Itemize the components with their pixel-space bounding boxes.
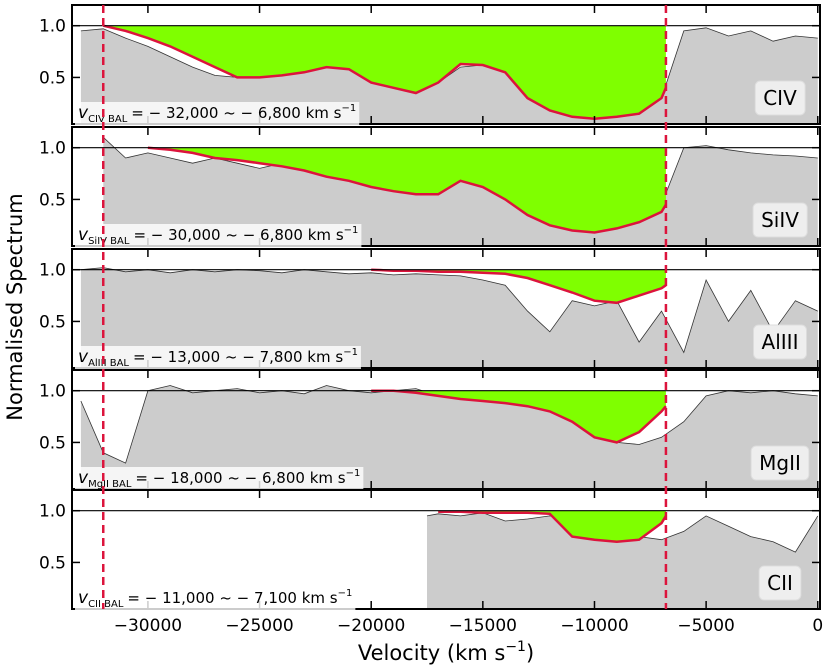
x-tick-label: 0 xyxy=(812,616,823,636)
bal-line xyxy=(147,146,667,234)
annotation-text: = − 18,000 ~ − 6,800 km s xyxy=(135,469,345,487)
panel-frame xyxy=(71,126,821,247)
annotation-subscript: MgII BAL xyxy=(88,479,132,490)
x-axis-label: Velocity (km s−1) xyxy=(358,639,534,665)
y-tick-label: 0.5 xyxy=(39,312,66,332)
ion-label-box xyxy=(758,565,802,601)
panel xyxy=(72,385,820,489)
panel xyxy=(72,510,820,609)
ion-label-box xyxy=(750,445,810,481)
annotation-text: = − 11,000 ~ − 7,100 km s xyxy=(127,589,337,607)
x-tick-label: −20000 xyxy=(337,616,405,636)
annotation-box xyxy=(75,102,360,126)
y-tick-label: 0.5 xyxy=(39,68,66,88)
annotation-text: = − 13,000 ~ − 7,800 km s xyxy=(133,348,343,366)
annotation: vCII BAL = − 11,000 ~ − 7,100 km s−1 xyxy=(78,588,352,610)
x-tick-label: −5000 xyxy=(677,616,735,636)
annotation-symbol: v xyxy=(78,468,89,488)
annotation-subscript: CII BAL xyxy=(88,599,124,610)
ion-label: CIV xyxy=(763,86,797,110)
annotation-text: = − 32,000 ~ − 6,800 km s xyxy=(131,104,341,122)
panel xyxy=(72,267,820,368)
annotation-superscript: −1 xyxy=(338,588,353,599)
annotation-symbol: v xyxy=(78,225,89,245)
y-tick-label: 1.0 xyxy=(39,17,66,37)
y-tick-label: 1.0 xyxy=(39,502,66,522)
x-axis-label-close: ) xyxy=(526,641,534,665)
annotation-symbol: v xyxy=(78,347,89,367)
annotation: vMgII BAL = − 18,000 ~ − 6,800 km s−1 xyxy=(78,468,360,490)
bal-area xyxy=(103,25,666,119)
ion-label-box xyxy=(753,324,807,360)
annotation-subscript: AlIII BAL xyxy=(88,358,129,369)
bal-line xyxy=(371,268,667,305)
panel xyxy=(72,24,820,124)
ion-label: CII xyxy=(767,571,793,595)
x-axis-label-text: Velocity (km s xyxy=(358,641,505,665)
spectrum-area xyxy=(427,512,818,609)
annotation-box xyxy=(75,587,356,611)
bal-area xyxy=(438,510,666,542)
annotation: vCIV BAL = − 32,000 ~ − 6,800 km s−1 xyxy=(78,103,356,125)
y-tick-label: 0.5 xyxy=(39,553,66,573)
spectrum-area xyxy=(80,27,818,124)
annotation: vAlIII BAL = − 13,000 ~ − 7,800 km s−1 xyxy=(78,347,358,369)
x-axis-label-superscript: −1 xyxy=(505,639,526,655)
spectrum-area xyxy=(80,267,818,368)
y-tick-label: 1.0 xyxy=(39,139,66,159)
annotation-text: = − 30,000 ~ − 6,800 km s xyxy=(133,226,343,244)
x-tick-label: −25000 xyxy=(225,616,293,636)
annotation-superscript: −1 xyxy=(346,468,361,479)
annotation-box xyxy=(75,224,362,248)
ion-label: SiIV xyxy=(761,208,799,232)
x-tick-label: −10000 xyxy=(560,616,628,636)
panel xyxy=(72,137,820,246)
spectrum-line xyxy=(80,267,818,354)
annotation-symbol: v xyxy=(78,588,89,608)
y-tick-label: 0.5 xyxy=(39,190,66,210)
bal-area xyxy=(371,269,666,303)
panel-frame xyxy=(71,489,821,610)
annotation-subscript: SiIV BAL xyxy=(88,236,130,247)
y-tick-label: 1.0 xyxy=(39,382,66,402)
spectrum-area xyxy=(80,385,818,489)
ion-label-box xyxy=(752,202,808,238)
annotation-superscript: −1 xyxy=(343,347,358,358)
annotation-superscript: −1 xyxy=(342,103,357,114)
bal-line xyxy=(103,24,668,121)
bal-line xyxy=(371,389,667,444)
y-tick-label: 1.0 xyxy=(39,261,66,281)
ion-label: MgII xyxy=(759,451,801,475)
x-tick-label: −30000 xyxy=(114,616,182,636)
bal-area xyxy=(147,147,666,233)
annotation-subscript: CIV BAL xyxy=(88,114,128,125)
annotation-box xyxy=(75,346,361,370)
annotation-superscript: −1 xyxy=(344,225,359,236)
y-tick-label: 0.5 xyxy=(39,433,66,453)
bal-area xyxy=(371,390,666,443)
panel-frame xyxy=(71,248,821,369)
x-tick-label: −15000 xyxy=(449,616,517,636)
panel-frame xyxy=(71,4,821,125)
ion-label-box xyxy=(754,80,806,116)
annotation-box xyxy=(75,467,364,491)
annotation: vSiIV BAL = − 30,000 ~ − 6,800 km s−1 xyxy=(78,225,358,247)
y-axis-label: Normalised Spectrum xyxy=(3,193,27,420)
annotation-symbol: v xyxy=(78,103,89,123)
bal-line xyxy=(438,510,667,543)
ion-label: AlIII xyxy=(762,330,799,354)
